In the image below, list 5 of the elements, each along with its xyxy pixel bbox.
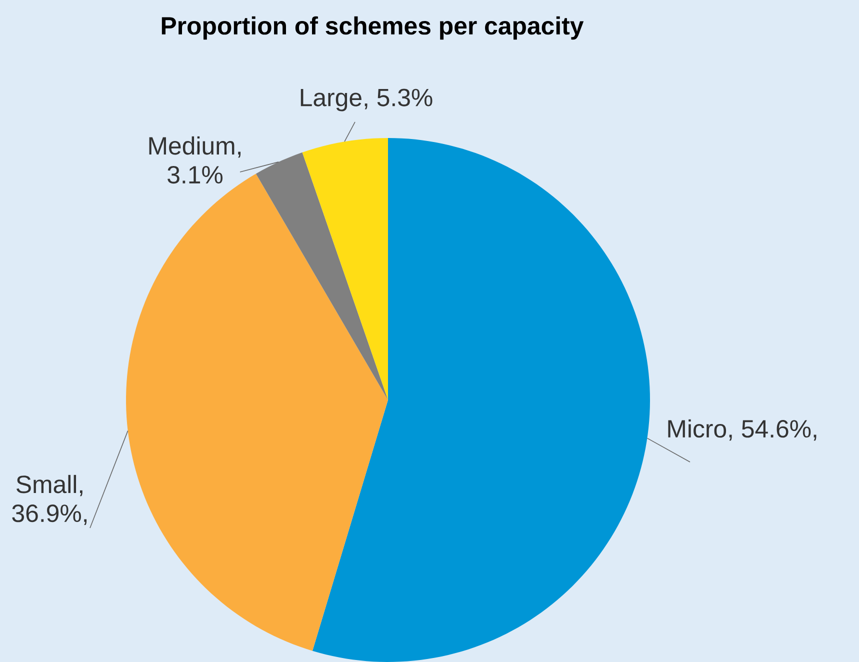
slice-label: Large: [300, 88, 362, 112]
data-label: , 5.3%: [364, 88, 432, 110]
chart-title: Proportion of schemes per capacity: [162, 16, 584, 40]
slice-label: Micro: [668, 419, 726, 438]
data-label: , 54.6%,: [729, 420, 816, 441]
